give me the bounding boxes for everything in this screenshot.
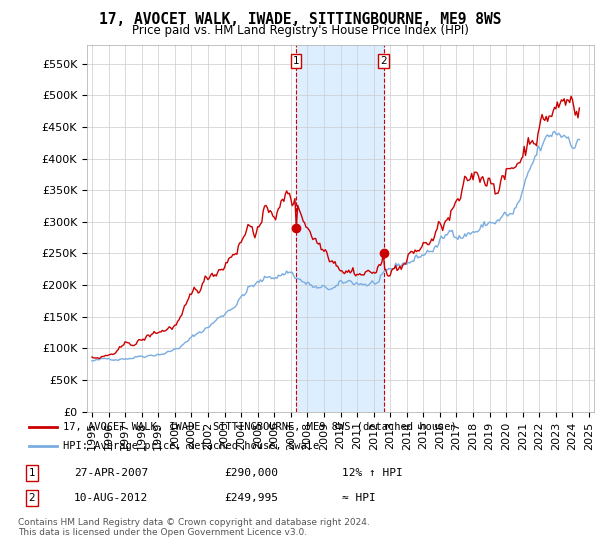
Text: 17, AVOCET WALK, IWADE, SITTINGBOURNE, ME9 8WS: 17, AVOCET WALK, IWADE, SITTINGBOURNE, M… (99, 12, 501, 27)
Text: Contains HM Land Registry data © Crown copyright and database right 2024.
This d: Contains HM Land Registry data © Crown c… (18, 518, 370, 538)
Text: 17, AVOCET WALK, IWADE, SITTINGBOURNE, ME9 8WS (detached house): 17, AVOCET WALK, IWADE, SITTINGBOURNE, M… (62, 422, 457, 432)
Text: 2: 2 (29, 493, 35, 503)
Text: 10-AUG-2012: 10-AUG-2012 (74, 493, 148, 503)
Text: Price paid vs. HM Land Registry's House Price Index (HPI): Price paid vs. HM Land Registry's House … (131, 24, 469, 36)
Text: HPI: Average price, detached house, Swale: HPI: Average price, detached house, Swal… (62, 441, 319, 451)
Text: 27-APR-2007: 27-APR-2007 (74, 468, 148, 478)
Text: 1: 1 (293, 57, 299, 66)
Text: 2: 2 (380, 57, 387, 66)
Text: ≈ HPI: ≈ HPI (341, 493, 376, 503)
Text: 1: 1 (29, 468, 35, 478)
Text: £290,000: £290,000 (224, 468, 278, 478)
Bar (296, 45, 384, 412)
Text: 12% ↑ HPI: 12% ↑ HPI (341, 468, 403, 478)
Text: £249,995: £249,995 (224, 493, 278, 503)
